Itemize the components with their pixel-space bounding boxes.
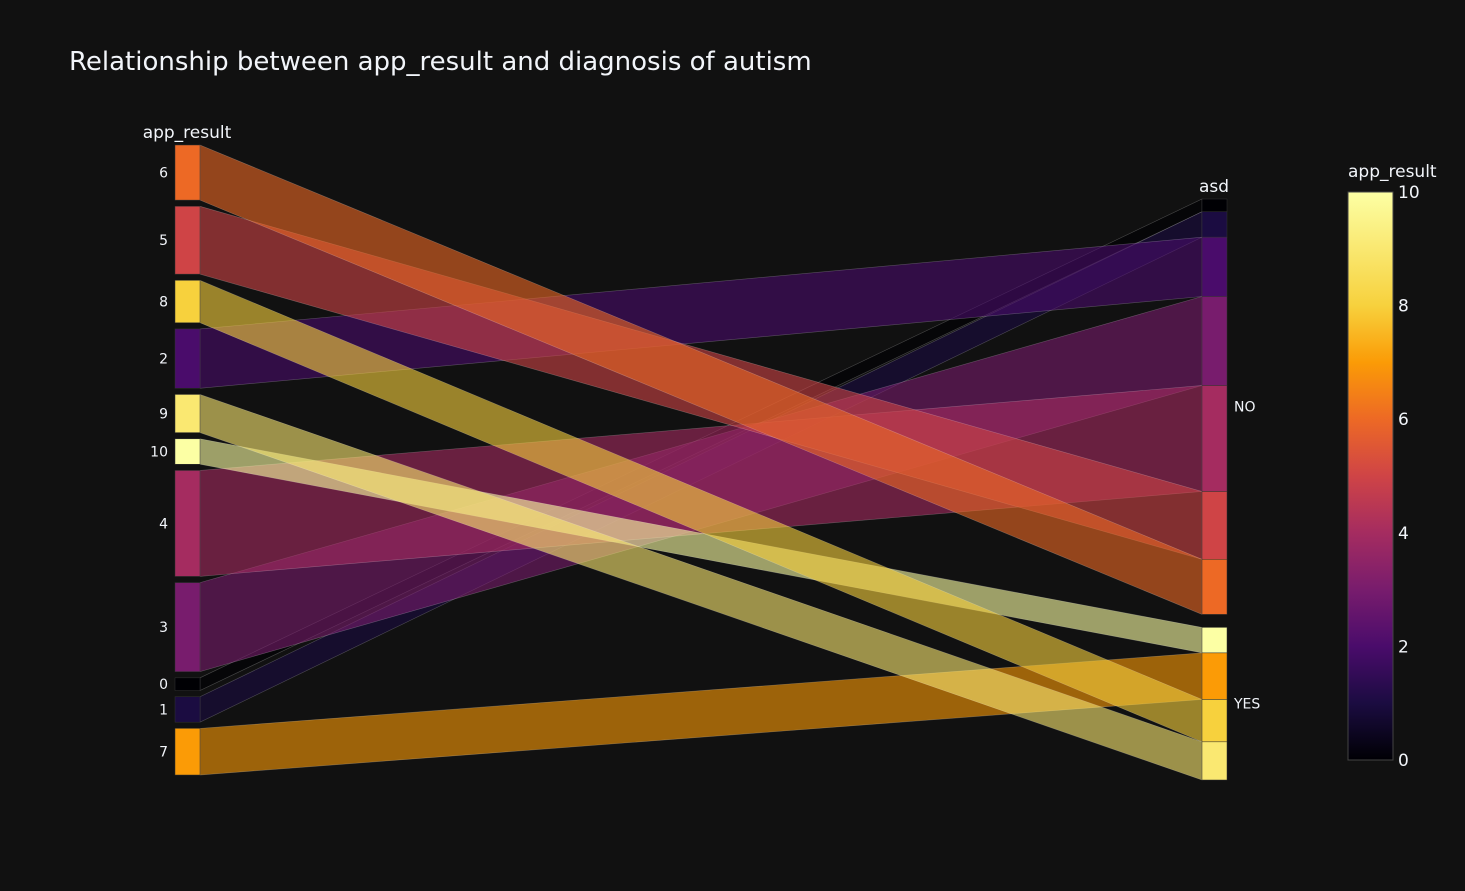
category-label-app-result-2: 2 bbox=[159, 352, 168, 368]
colorbar-tick-2: 2 bbox=[1398, 637, 1409, 657]
category-label-app-result-4: 4 bbox=[159, 516, 168, 532]
bar-app-result-10[interactable] bbox=[174, 438, 201, 465]
ribbons bbox=[199, 144, 1203, 781]
dimension-label-asd: asd bbox=[1199, 177, 1229, 197]
category-label-app-result-0: 0 bbox=[159, 677, 168, 693]
colorbar-tick-10: 10 bbox=[1398, 183, 1420, 203]
category-label-asd-yes: YES bbox=[1233, 697, 1260, 713]
colorbar-tick-8: 8 bbox=[1398, 297, 1409, 317]
bar-asd-segment-8[interactable] bbox=[1201, 699, 1228, 743]
category-label-app-result-5: 5 bbox=[159, 233, 168, 249]
category-label-app-result-1: 1 bbox=[159, 702, 168, 718]
bar-app-result-2[interactable] bbox=[174, 328, 201, 389]
bar-app-result-1[interactable] bbox=[174, 696, 201, 723]
bar-asd-segment-10[interactable] bbox=[1201, 627, 1228, 654]
colorbar-scale bbox=[1347, 191, 1394, 761]
bar-app-result-7[interactable] bbox=[174, 728, 201, 776]
category-label-app-result-3: 3 bbox=[159, 620, 168, 636]
bar-asd-segment-7[interactable] bbox=[1201, 652, 1228, 700]
bar-app-result-3[interactable] bbox=[174, 582, 201, 672]
bar-app-result-5[interactable] bbox=[174, 206, 201, 275]
bar-app-result-9[interactable] bbox=[174, 394, 201, 433]
category-labels: 6 5 8 2 9 10 4 3 0 1 7 NO YES bbox=[150, 166, 1260, 761]
category-label-app-result-10: 10 bbox=[150, 445, 168, 461]
bar-asd-segment-0[interactable] bbox=[1201, 198, 1228, 212]
bar-asd-segment-2[interactable] bbox=[1201, 236, 1228, 297]
category-label-app-result-6: 6 bbox=[159, 166, 168, 182]
bar-asd-segment-1[interactable] bbox=[1201, 211, 1228, 238]
bar-app-result-8[interactable] bbox=[174, 280, 201, 323]
category-label-asd-no: NO bbox=[1234, 400, 1256, 416]
bar-app-result-0[interactable] bbox=[174, 677, 201, 691]
colorbar-tick-0: 0 bbox=[1398, 751, 1409, 771]
bar-asd-segment-9[interactable] bbox=[1201, 741, 1228, 781]
chart-title: Relationship between app_result and diag… bbox=[69, 47, 812, 77]
colorbar-tick-6: 6 bbox=[1398, 410, 1409, 430]
category-label-app-result-9: 9 bbox=[159, 407, 168, 423]
dimension-label-app-result: app_result bbox=[143, 123, 232, 143]
colorbar-tick-4: 4 bbox=[1398, 524, 1409, 544]
bar-app-result-6[interactable] bbox=[174, 144, 201, 201]
bar-asd-segment-5[interactable] bbox=[1201, 491, 1228, 560]
category-label-app-result-7: 7 bbox=[159, 745, 168, 761]
bar-asd-segment-6[interactable] bbox=[1201, 559, 1228, 615]
colorbar-title: app_result bbox=[1348, 162, 1437, 182]
category-bars bbox=[174, 144, 1228, 781]
category-label-app-result-8: 8 bbox=[159, 295, 168, 311]
colorbar: app_result 0 2 4 6 8 10 bbox=[1347, 162, 1437, 771]
bar-app-result-4[interactable] bbox=[174, 470, 201, 577]
bar-asd-segment-3[interactable] bbox=[1201, 296, 1228, 386]
bar-asd-segment-4[interactable] bbox=[1201, 385, 1228, 492]
